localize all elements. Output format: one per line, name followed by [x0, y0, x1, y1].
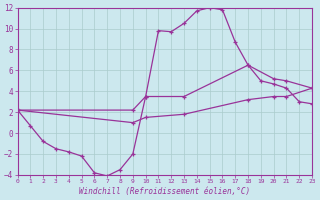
X-axis label: Windchill (Refroidissement éolien,°C): Windchill (Refroidissement éolien,°C) [79, 187, 250, 196]
